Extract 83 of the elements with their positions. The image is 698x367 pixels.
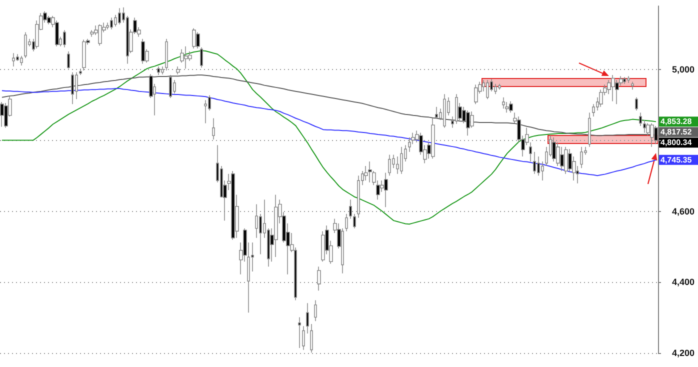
candlestick [12, 52, 15, 67]
candlestick [274, 194, 278, 258]
candlestick [63, 30, 66, 48]
candlestick [580, 146, 583, 169]
candlestick [118, 8, 121, 25]
candlestick [466, 110, 470, 136]
candlestick [157, 66, 160, 76]
candlestick [509, 100, 513, 113]
candlestick [627, 76, 630, 84]
candlestick [98, 24, 102, 46]
data-label: 4,853.28 [660, 117, 692, 126]
candlestick [529, 142, 532, 162]
candlestick [611, 74, 615, 102]
candlestick [200, 47, 203, 68]
candlestick [298, 316, 301, 348]
candlestick [431, 118, 435, 160]
candlestick [71, 72, 74, 104]
candlestick [67, 50, 70, 70]
candlestick [20, 56, 23, 66]
candlestick [650, 122, 654, 148]
candlestick [349, 199, 352, 220]
candlestick [55, 20, 59, 47]
candlestick [552, 136, 556, 162]
candlestick [110, 17, 113, 30]
candlestick [24, 32, 27, 58]
text: 4,800.34 [660, 138, 692, 148]
candlestick [537, 156, 540, 176]
candlestick [47, 16, 51, 25]
candlestick [75, 72, 78, 100]
line-series [1, 88, 657, 176]
candlestick [631, 81, 634, 90]
candlestick [306, 302, 309, 334]
y-tick-label: 4,200 [672, 348, 695, 358]
candlestick [384, 172, 388, 208]
candlestick [161, 66, 164, 75]
candlestick [643, 120, 646, 134]
candlestick [79, 68, 82, 76]
y-tick-label: 4,600 [672, 206, 695, 216]
candlestick [635, 96, 638, 111]
candlestick [345, 213, 348, 232]
candlestick [196, 32, 200, 49]
candlestick [623, 76, 626, 84]
candlestick [302, 326, 305, 350]
candlestick [564, 146, 568, 174]
candlestick [474, 84, 478, 104]
candlestick [341, 228, 344, 274]
candlestick [141, 38, 145, 64]
candlestick [388, 154, 391, 176]
candlestick [588, 112, 591, 148]
candlestick [533, 151, 536, 174]
y-tick-label: 5,000 [672, 64, 695, 75]
candlestick [639, 112, 642, 126]
candlestick [231, 170, 235, 240]
candlestick [82, 39, 86, 71]
line-series [1, 50, 657, 225]
candlestick [368, 161, 372, 183]
candlestick [317, 266, 321, 292]
candlestick [310, 324, 313, 354]
candlestick [165, 38, 168, 71]
candlestick [169, 74, 172, 98]
data-label: 4,745.35 [660, 155, 692, 164]
candlestick [505, 102, 509, 113]
candlestick [502, 96, 505, 110]
candlestick [90, 30, 94, 38]
candlestick [400, 146, 403, 174]
candlestick [176, 66, 180, 75]
candlestick [560, 146, 564, 172]
data-label: 4,817.52 [660, 128, 692, 137]
candlestick [314, 300, 317, 322]
candlestick [192, 28, 196, 49]
candlestick [353, 213, 356, 229]
candlestick [212, 118, 215, 140]
y-tick-label: 4,400 [672, 277, 695, 288]
candlestick [408, 136, 411, 152]
candlestick [443, 94, 446, 128]
candlestick [498, 84, 501, 90]
candlestick [0, 102, 4, 128]
candlestick [184, 46, 188, 70]
candlestick [364, 166, 368, 181]
candlestick [357, 175, 360, 218]
candlestick [435, 106, 438, 119]
candlestick [455, 94, 458, 124]
candlestick [486, 80, 489, 100]
